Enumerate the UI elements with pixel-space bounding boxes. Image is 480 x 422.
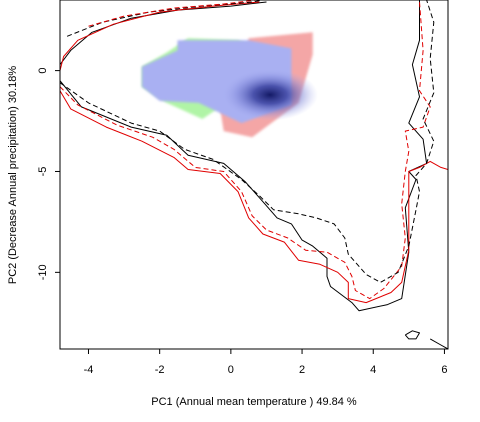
contour-red-solid — [60, 1, 260, 71]
y-axis-label: PC2 (Decrease Annual precipitation) 30.1… — [7, 66, 19, 285]
contour-black-solid — [404, 330, 420, 340]
y-tick-label: -5 — [37, 167, 49, 177]
plot-area — [60, 0, 448, 349]
x-tick-label: -4 — [84, 364, 94, 376]
x-tick-label: 0 — [228, 364, 234, 376]
contour-red-dashed — [88, 0, 256, 27]
density-core — [222, 68, 319, 121]
contour-black-solid — [60, 1, 267, 65]
plot-frame — [59, 0, 449, 350]
contour-red-dashed — [60, 1, 431, 300]
y-tick-label: -10 — [37, 264, 49, 280]
x-tick-label: 6 — [441, 364, 447, 376]
contour-black-dashed — [66, 0, 263, 37]
y-tick-label: 0 — [37, 68, 49, 74]
x-tick-label: 4 — [370, 364, 376, 376]
contour-lines — [60, 0, 448, 349]
contour-black-solid — [429, 338, 448, 349]
contour-black-dashed — [60, 0, 435, 283]
x-axis-label: PC1 (Annual mean temperature ) 49.84 % — [151, 396, 357, 408]
x-tick-label: 2 — [299, 364, 305, 376]
x-axis: -4 -2 0 2 4 6 — [84, 349, 448, 376]
x-tick-label: -2 — [155, 364, 165, 376]
contour-red-solid — [60, 90, 448, 304]
contour-black-solid — [60, 0, 428, 312]
y-axis: 0 -5 -10 — [37, 68, 60, 280]
